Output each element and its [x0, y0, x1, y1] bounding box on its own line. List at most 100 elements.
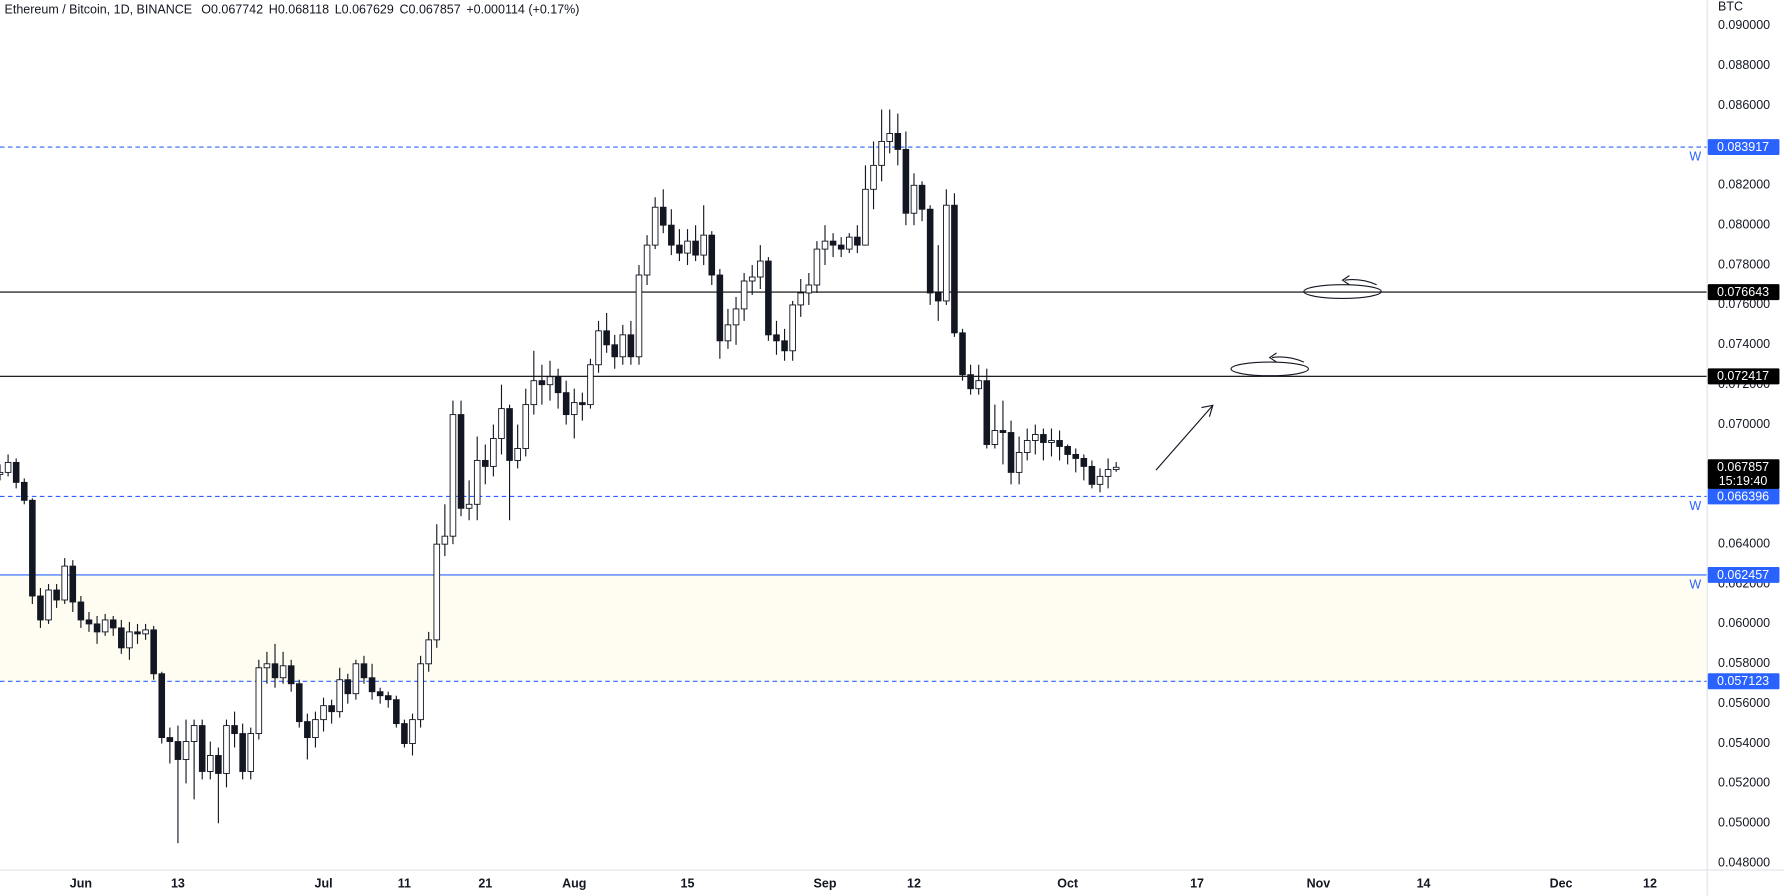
candle-body — [514, 448, 521, 461]
candle-body — [1088, 465, 1096, 485]
candle-body — [1104, 469, 1112, 477]
candle-body — [1112, 466, 1120, 471]
candle-body — [757, 260, 764, 278]
x-tick-label: 11 — [398, 877, 411, 891]
candle-body — [134, 631, 141, 635]
candle-body — [999, 430, 1007, 433]
candle-body — [166, 737, 174, 742]
candle-body — [320, 705, 327, 721]
candle-body — [215, 755, 222, 774]
y-tick-label: 0.080000 — [1718, 217, 1770, 231]
curve-arrow — [1268, 352, 1305, 363]
candle-body — [676, 244, 683, 254]
candle-body — [473, 459, 481, 505]
candle-body — [668, 224, 675, 246]
y-tick-label: 0.050000 — [1718, 816, 1770, 830]
candle-body — [4, 461, 12, 473]
candle-body — [85, 619, 93, 625]
ohlc-key: L — [335, 3, 342, 17]
candle-body — [490, 438, 497, 467]
candle-body — [926, 208, 934, 294]
price-tag — [1707, 139, 1780, 156]
y-tick-label: 0.064000 — [1718, 536, 1770, 550]
x-tick-label: 12 — [907, 877, 921, 891]
candle-body — [635, 274, 643, 358]
price-tag-label: 0.072417 — [1717, 369, 1769, 383]
candle-body — [61, 565, 68, 601]
change: +0.000114 (+0.17%) — [466, 3, 579, 17]
candle-body — [918, 184, 926, 210]
candle-body — [538, 380, 546, 386]
candle-body — [37, 595, 44, 621]
x-tick-label: 14 — [1417, 877, 1431, 891]
y-tick-label: 0.076000 — [1718, 297, 1770, 311]
candle-body — [1007, 432, 1015, 473]
candle-body — [603, 330, 610, 346]
price-tag-label: 0.083917 — [1717, 140, 1769, 154]
x-tick-label: 15 — [681, 877, 695, 891]
x-tick-label: 21 — [478, 877, 492, 891]
candle-body — [708, 234, 716, 276]
candle-body — [765, 260, 772, 336]
candle-body — [376, 691, 384, 697]
candle-body — [457, 414, 465, 509]
candle-body — [498, 408, 505, 439]
candle-body — [546, 376, 554, 386]
candle-body — [732, 308, 740, 326]
candle-body — [441, 535, 449, 545]
candle-body — [1032, 434, 1039, 441]
candle-body — [190, 725, 198, 742]
arrow — [1155, 404, 1214, 471]
candle-body — [1056, 440, 1063, 447]
price-tag-label: 0.057123 — [1717, 674, 1769, 688]
candle-body — [773, 334, 780, 342]
candle-body — [401, 723, 408, 744]
candle-body — [748, 276, 756, 282]
candle-body — [570, 402, 578, 416]
candle-body — [934, 292, 942, 302]
ohlc-value: 0.067857 — [409, 3, 461, 17]
y-unit: BTC — [1718, 0, 1743, 13]
ellipse — [1303, 284, 1382, 299]
candle-body — [562, 392, 570, 416]
price-tag — [1707, 284, 1780, 301]
y-tick-label: 0.048000 — [1718, 855, 1770, 869]
candle-body — [53, 589, 60, 601]
candle-body — [69, 565, 77, 603]
last-price-label: 0.067857 — [1717, 460, 1769, 474]
y-tick-label: 0.054000 — [1718, 736, 1770, 750]
candle-body — [789, 304, 796, 352]
candle-body — [93, 623, 101, 633]
symbol: Ethereum / Bitcoin, 1D, BINANCE — [5, 3, 193, 17]
ohlc-key: O — [201, 3, 211, 17]
candle-body — [595, 330, 602, 366]
candle-body — [878, 140, 885, 166]
candle-body — [740, 280, 748, 310]
candle-body — [821, 240, 829, 250]
x-tick-label: Aug — [562, 877, 586, 891]
candle-body — [951, 204, 958, 334]
candle-body — [611, 344, 618, 358]
y-tick-label: 0.078000 — [1718, 257, 1770, 271]
candle-body — [983, 380, 991, 445]
candle-body — [1096, 475, 1104, 485]
price-tag-label: 0.062457 — [1717, 568, 1769, 582]
candle-body — [627, 334, 635, 358]
candle-body — [805, 284, 813, 294]
candle-body — [384, 695, 392, 701]
candle-body — [837, 244, 845, 250]
line-label: W — [1689, 150, 1701, 164]
annotations — [1155, 275, 1382, 471]
candle-body — [198, 725, 206, 772]
x-tick-label: 12 — [1643, 877, 1657, 891]
candle-body — [554, 376, 562, 394]
y-tick-label: 0.088000 — [1718, 58, 1770, 72]
candle-body — [449, 414, 457, 537]
x-tick-label: Sep — [814, 877, 837, 891]
y-tick-label: 0.090000 — [1718, 18, 1770, 32]
candle-body — [465, 503, 473, 509]
candle-body — [12, 461, 20, 483]
candle-body — [651, 206, 659, 246]
